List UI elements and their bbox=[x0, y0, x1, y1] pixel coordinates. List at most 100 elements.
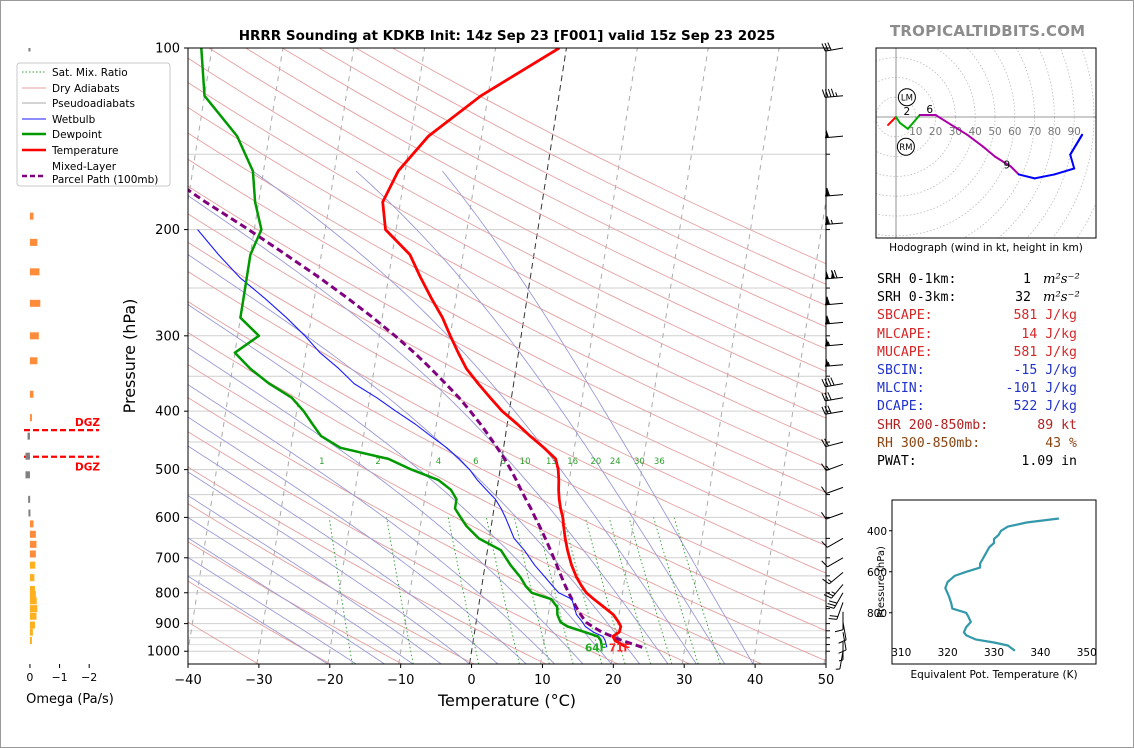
wind-barb bbox=[821, 392, 844, 402]
wind-barb-flag bbox=[825, 129, 830, 138]
moist-adiabat bbox=[188, 516, 414, 664]
wind-barb bbox=[821, 463, 844, 471]
omega-bar bbox=[29, 212, 34, 220]
moist-adiabat bbox=[188, 537, 385, 664]
stat-row: MLCAPE: 14 J/kg bbox=[877, 327, 1077, 345]
wind-barb-half bbox=[835, 92, 838, 97]
moist-adiabat bbox=[188, 346, 584, 664]
omega-bar bbox=[29, 530, 36, 538]
wind-barb bbox=[825, 129, 844, 139]
dry-adiabat bbox=[208, 48, 826, 372]
mixing-ratio-line bbox=[328, 517, 353, 664]
legend: Sat. Mix. Ratio Dry Adiabats Pseudoadiabat… bbox=[16, 62, 171, 187]
mixing-ratio-label: 16 bbox=[567, 457, 578, 467]
wind-barb bbox=[822, 571, 844, 585]
dry-adiabat bbox=[188, 57, 826, 395]
legend-label: Pseudoadiabats bbox=[52, 98, 135, 110]
isotherm-line bbox=[610, 48, 709, 664]
dry-adiabat bbox=[188, 271, 826, 602]
wind-barb bbox=[825, 296, 844, 306]
omega-bar bbox=[29, 605, 38, 613]
wind-barb bbox=[821, 405, 844, 415]
omega-bar bbox=[29, 612, 37, 620]
omega-axes: 0 −1 −2 bbox=[26, 664, 97, 684]
wind-barb-full bbox=[826, 187, 831, 196]
legend-label: Mixed-Layer Parcel Path (100mb) bbox=[52, 161, 158, 186]
x-tick-label: 50 bbox=[818, 673, 835, 688]
stat-row: DCAPE: 522 J/kg bbox=[877, 399, 1077, 417]
stats-table: SRH 0-1km: 1 m²s⁻² SRH 0-3km: 32 m²s⁻² SBCAPE:… bbox=[877, 272, 1080, 472]
theta-y-tick-label: 600 bbox=[867, 567, 887, 579]
hodograph-segment bbox=[898, 121, 909, 130]
hodograph-segment bbox=[966, 133, 985, 148]
mixing-ratio-line bbox=[608, 517, 652, 664]
x-axis-label: Temperature (°C) bbox=[437, 691, 576, 710]
wind-barb bbox=[838, 622, 847, 644]
wind-barb bbox=[821, 42, 844, 52]
stat-label: PWAT: bbox=[877, 453, 917, 469]
omega-bar bbox=[29, 628, 33, 636]
hodograph-segment bbox=[994, 155, 1012, 168]
chart-title: HRRR Sounding at KDKB Init: 14z Sep 23 [… bbox=[239, 28, 776, 44]
dry-adiabat bbox=[188, 301, 826, 632]
series-dewpoint bbox=[200, 48, 604, 648]
wind-barb-flag bbox=[825, 337, 830, 346]
x-tick-label: 20 bbox=[605, 673, 622, 688]
y-tick-label: 100 bbox=[155, 42, 180, 57]
wind-barb bbox=[825, 216, 844, 226]
moist-adiabat bbox=[188, 384, 555, 664]
skewt-chart: 1 2 4 6 8 10 13 16 20 24 30 36 64F 71F10020030040050… bbox=[16, 28, 847, 710]
wind-barb-staff bbox=[825, 194, 844, 197]
stat-label: SHR 200-850mb: bbox=[877, 417, 989, 433]
omega-xlabel: Omega (Pa/s) bbox=[26, 692, 114, 707]
stat-label: SRH 0-3km: bbox=[877, 290, 957, 306]
wind-barb-staff bbox=[842, 622, 847, 640]
y-axis-label: Pressure (hPa) bbox=[120, 299, 139, 414]
theta-e-frame bbox=[891, 499, 1097, 665]
y-tick-label: 900 bbox=[155, 617, 180, 632]
wind-barb-flag bbox=[825, 315, 830, 324]
dry-adiabat bbox=[188, 158, 826, 494]
theta-e-xlabel: Equivalent Pot. Temperature (K) bbox=[910, 669, 1077, 681]
wind-barb-full bbox=[830, 270, 835, 279]
wind-barb-staff bbox=[825, 222, 844, 226]
moist-adiabat bbox=[188, 445, 499, 664]
mixing-ratio-line bbox=[485, 517, 520, 664]
wind-barb-staff bbox=[839, 651, 844, 670]
mixing-ratio-label: 2 bbox=[375, 457, 380, 467]
legend-label: Dry Adiabats bbox=[52, 83, 120, 95]
mixing-ratio-label: 1 bbox=[319, 457, 324, 467]
stat-value: 522 J/kg bbox=[1013, 399, 1077, 415]
stat-value: -15 J/kg bbox=[1013, 362, 1077, 378]
wind-barb-full bbox=[821, 378, 826, 387]
theta-e-chart: 400 600 800 310 320 330 340 350 Equivalent Pot.… bbox=[867, 499, 1097, 681]
stat-label: SBCIN: bbox=[877, 362, 925, 378]
wind-barb bbox=[825, 315, 844, 325]
hodograph-ring-label: 70 bbox=[1028, 126, 1041, 138]
hodograph-segment bbox=[1069, 153, 1076, 170]
hodograph-ring-label: 90 bbox=[1068, 126, 1081, 138]
theta-e-ylabel: Pressure (hPa) bbox=[876, 546, 887, 618]
dry-adiabat bbox=[188, 185, 826, 520]
dry-adiabat bbox=[188, 106, 826, 443]
omega-bar bbox=[29, 637, 32, 645]
moist-adiabat bbox=[188, 254, 641, 664]
wind-barb bbox=[838, 632, 847, 654]
mixing-ratio-label: 6 bbox=[473, 457, 478, 467]
omega-bar bbox=[29, 268, 40, 276]
wind-barb-half bbox=[827, 579, 832, 583]
mixing-ratio-label: 30 bbox=[634, 457, 645, 467]
omega-chart: 0 −1 −2 Omega (Pa/s) bbox=[25, 48, 114, 707]
isotherm-line bbox=[752, 197, 826, 664]
hodograph-ring-label: 40 bbox=[969, 126, 982, 138]
omega-tick-label: −1 bbox=[51, 671, 67, 684]
wind-barb-full bbox=[821, 486, 827, 494]
theta-y-tick-label: 400 bbox=[867, 526, 887, 538]
hodograph-ring-label: 10 bbox=[909, 126, 922, 138]
omega-bar bbox=[29, 585, 35, 593]
mixing-ratio-line bbox=[386, 517, 414, 664]
legend-label: Dewpoint bbox=[52, 129, 102, 141]
omega-bar bbox=[29, 332, 39, 340]
hodograph-caption: Hodograph (wind in kt, height in km) bbox=[889, 242, 1083, 254]
wind-barb-staff bbox=[825, 486, 844, 494]
